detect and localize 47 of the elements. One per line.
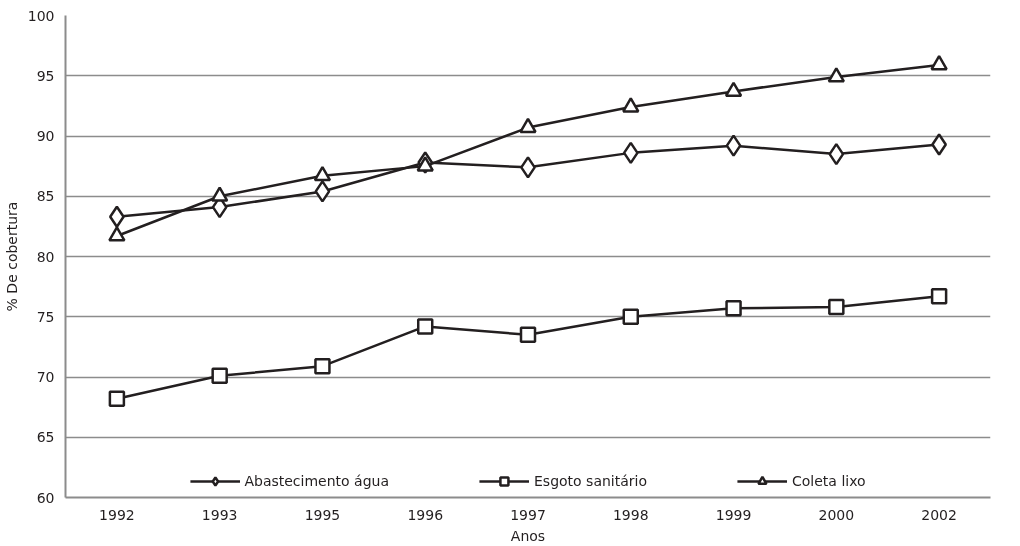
point xyxy=(724,81,743,97)
point xyxy=(210,186,229,202)
point xyxy=(725,300,742,317)
x-tick-label: 1997 xyxy=(510,506,546,523)
point xyxy=(313,165,332,182)
x-tick-label: 1995 xyxy=(304,506,341,523)
point xyxy=(828,298,845,316)
legend-label: Abastecimento água xyxy=(244,473,389,489)
y-tick-label: 95 xyxy=(36,67,55,84)
x-tick-label: 1999 xyxy=(715,506,752,523)
y-tick-label: 70 xyxy=(36,369,55,385)
y-tick-label: 85 xyxy=(36,188,55,205)
point xyxy=(930,54,948,71)
y-tick-label: 90 xyxy=(36,128,55,144)
point xyxy=(519,326,537,344)
x-axis-title: Anos xyxy=(510,527,546,544)
point xyxy=(931,133,948,156)
point xyxy=(622,308,640,325)
y-tick-label: 60 xyxy=(36,489,55,506)
point xyxy=(930,288,948,305)
point xyxy=(416,156,434,172)
point xyxy=(108,390,126,407)
point xyxy=(314,357,331,375)
y-axis-title: % De cobertura xyxy=(3,201,20,312)
point xyxy=(622,141,639,165)
y-tick-label: 65 xyxy=(36,429,55,446)
point xyxy=(314,180,331,203)
x-tick-label: 2002 xyxy=(921,506,957,523)
x-tick-label: 1998 xyxy=(612,506,649,523)
point xyxy=(519,117,537,134)
x-tick-label: 2000 xyxy=(818,506,855,523)
x-tick-label: 1992 xyxy=(99,506,135,523)
legend-label: Esgoto sanitário xyxy=(534,473,648,489)
x-tick-label: 1993 xyxy=(201,506,238,523)
point xyxy=(416,318,434,335)
y-tick-label: 80 xyxy=(36,248,55,265)
point xyxy=(828,142,845,166)
y-tick-label: 100 xyxy=(27,7,55,24)
point xyxy=(211,367,228,385)
point xyxy=(108,226,126,242)
x-tick-label: 1996 xyxy=(407,506,444,523)
point xyxy=(622,97,640,113)
legend-label: Coleta lixo xyxy=(792,473,866,489)
point xyxy=(827,67,846,83)
point xyxy=(725,134,742,157)
point xyxy=(108,205,125,228)
y-tick-label: 75 xyxy=(36,308,55,325)
